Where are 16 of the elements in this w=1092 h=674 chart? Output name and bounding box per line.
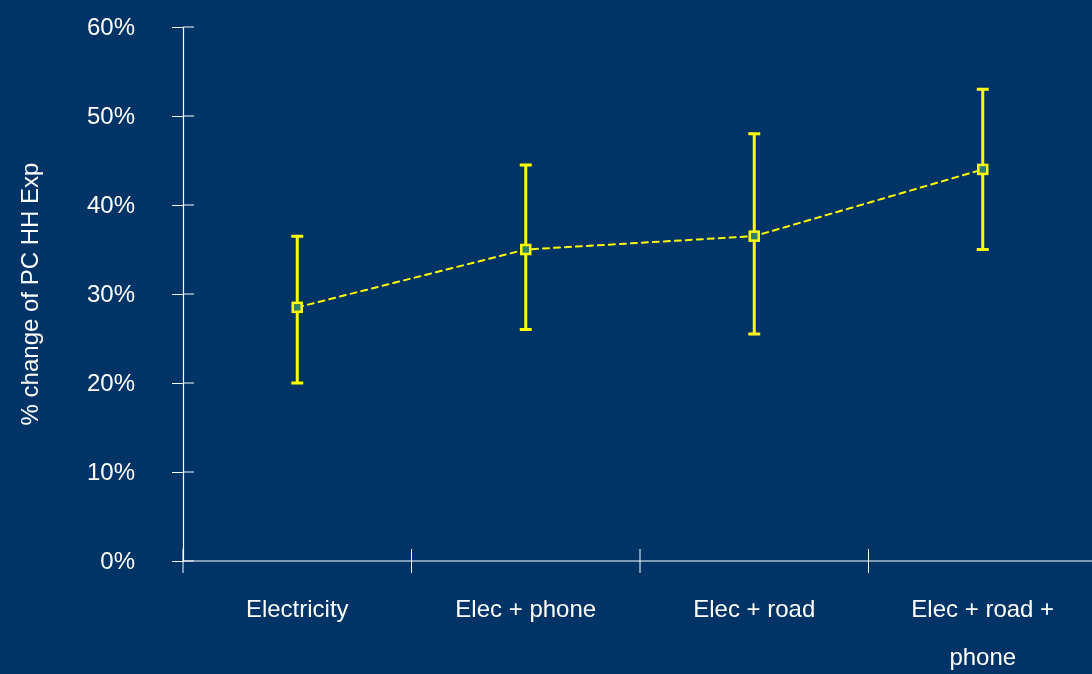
point (977, 163, 989, 176)
y-tick-label: 10% (86, 458, 135, 486)
y-tick-label: 30% (86, 280, 135, 308)
x-tick-label: Elec + road + phone (911, 595, 1055, 670)
y-tick-label: 20% (86, 369, 135, 397)
x-tick-label: Elec + phone (455, 595, 597, 622)
y-axis-title: % change of PC HH Exp (16, 162, 43, 426)
point (748, 230, 760, 242)
point (520, 243, 532, 256)
y-tick-label: 60% (86, 13, 135, 41)
y-tick-label: 40% (86, 191, 135, 219)
x-tick-label: Elec + road (693, 595, 816, 622)
y-tick-label: 50% (86, 102, 135, 130)
point (291, 301, 303, 314)
x-tick-label: Electricity (245, 595, 349, 622)
y-tick-label: 0% (100, 547, 135, 575)
